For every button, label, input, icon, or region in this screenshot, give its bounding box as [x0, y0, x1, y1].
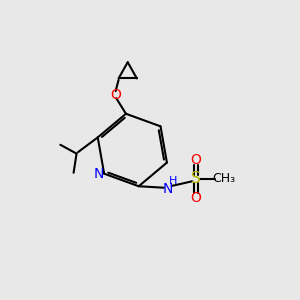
- Text: O: O: [191, 191, 202, 205]
- Text: N: N: [163, 182, 173, 196]
- Text: N: N: [94, 167, 104, 181]
- Text: O: O: [110, 88, 121, 102]
- Text: S: S: [191, 171, 201, 186]
- Text: O: O: [191, 153, 202, 167]
- Text: H: H: [168, 176, 177, 186]
- Text: CH₃: CH₃: [213, 172, 236, 185]
